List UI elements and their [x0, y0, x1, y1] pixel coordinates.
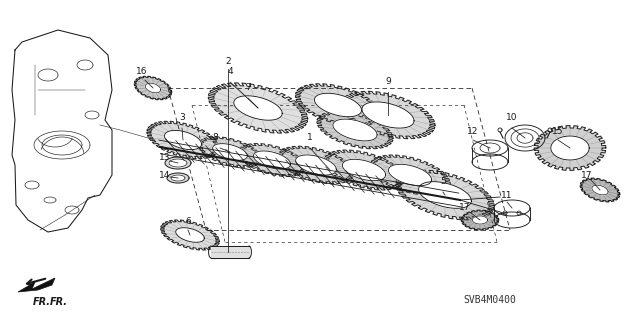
Polygon shape [296, 84, 381, 126]
Polygon shape [238, 144, 306, 176]
Polygon shape [388, 164, 431, 186]
Polygon shape [296, 155, 337, 175]
Polygon shape [461, 210, 499, 230]
Polygon shape [167, 173, 189, 183]
Text: 17: 17 [581, 170, 593, 180]
Polygon shape [362, 102, 414, 128]
Text: 11: 11 [501, 190, 513, 199]
Text: 3: 3 [179, 114, 185, 122]
Polygon shape [551, 136, 589, 160]
Text: 7: 7 [245, 84, 251, 93]
Text: 6: 6 [185, 218, 191, 226]
Text: 1: 1 [307, 133, 313, 143]
Polygon shape [472, 216, 488, 224]
Text: 4: 4 [227, 68, 233, 77]
Polygon shape [534, 126, 606, 170]
Text: 14: 14 [159, 170, 171, 180]
Polygon shape [161, 220, 220, 250]
Polygon shape [317, 111, 393, 149]
Polygon shape [212, 144, 248, 160]
Text: 2: 2 [225, 57, 231, 66]
Polygon shape [211, 246, 249, 258]
Polygon shape [164, 130, 202, 150]
Polygon shape [253, 151, 291, 169]
Text: 5: 5 [440, 177, 446, 187]
Polygon shape [176, 228, 204, 242]
Polygon shape [208, 83, 308, 133]
Polygon shape [580, 178, 620, 202]
Polygon shape [134, 76, 172, 100]
Polygon shape [592, 185, 608, 195]
Polygon shape [278, 146, 354, 184]
Text: SVB4M0400: SVB4M0400 [463, 295, 516, 305]
Polygon shape [165, 157, 191, 169]
Polygon shape [419, 182, 472, 208]
Polygon shape [370, 155, 451, 195]
Polygon shape [324, 150, 404, 190]
Text: 15: 15 [552, 128, 564, 137]
Polygon shape [18, 278, 55, 292]
Polygon shape [342, 159, 385, 181]
Polygon shape [396, 170, 494, 220]
Polygon shape [145, 83, 161, 93]
Text: 12: 12 [467, 128, 479, 137]
Text: 17: 17 [460, 204, 471, 212]
Text: 10: 10 [506, 114, 518, 122]
Polygon shape [333, 119, 377, 141]
Polygon shape [169, 159, 187, 167]
Polygon shape [314, 93, 362, 117]
Text: FR.: FR. [50, 297, 68, 307]
Text: 8: 8 [212, 133, 218, 143]
Polygon shape [147, 121, 219, 159]
Polygon shape [198, 137, 262, 167]
Polygon shape [171, 175, 185, 181]
Polygon shape [341, 91, 435, 139]
Polygon shape [234, 96, 282, 120]
Text: 9: 9 [385, 78, 391, 86]
Text: 13: 13 [159, 153, 171, 162]
Text: FR.: FR. [33, 297, 51, 307]
Text: 16: 16 [136, 68, 148, 77]
